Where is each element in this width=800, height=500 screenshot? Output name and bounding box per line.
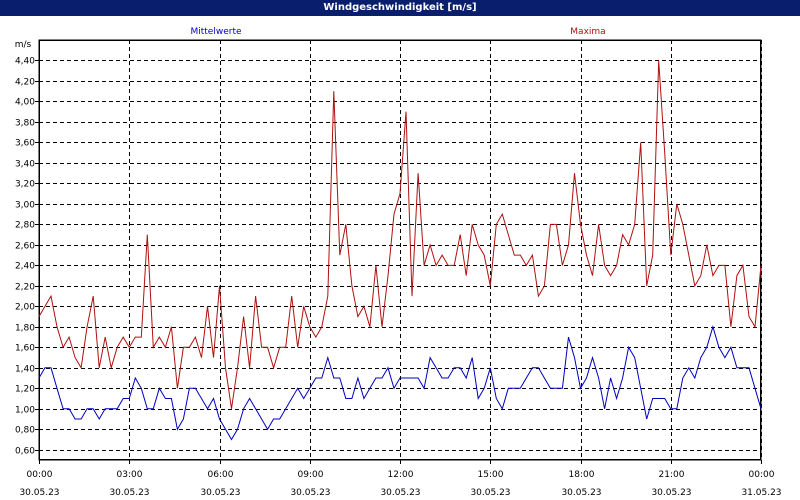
y-tick-label: 1,20 xyxy=(15,385,35,395)
x-tick-date-label: 31.05.23 xyxy=(741,488,781,498)
chart-area: 0,60 0,80 1,00 1,20 1,40 1,60 1,80 2,00 2,20 2,40… xyxy=(15,27,782,498)
y-tick-label: 1,00 xyxy=(15,406,35,416)
x-tick-time-label: 06:00 xyxy=(208,470,234,480)
y-tick-label: 2,40 xyxy=(15,262,35,272)
y-tick-label: 1,40 xyxy=(15,365,35,375)
y-tick-label: 2,80 xyxy=(15,221,35,231)
x-tick-time-label: 00:00 xyxy=(27,470,53,480)
x-tick-date-label: 30.05.23 xyxy=(200,488,240,498)
y-tick-label: 3,60 xyxy=(15,139,35,149)
y-axis-label: m/s xyxy=(15,40,32,50)
y-tick-label: 4,40 xyxy=(15,57,35,67)
x-tick-date-label: 30.05.23 xyxy=(109,488,149,498)
x-tick-date-label: 30.05.23 xyxy=(380,488,420,498)
y-tick-label: 2,20 xyxy=(15,283,35,293)
x-tick-time-label: 12:00 xyxy=(388,470,414,480)
y-tick-label: 2,60 xyxy=(15,242,35,252)
x-tick-time-label: 00:00 xyxy=(749,470,775,480)
y-tick-label: 2,00 xyxy=(15,303,35,313)
x-tick-date-label: 30.05.23 xyxy=(19,488,59,498)
y-tick-label: 4,00 xyxy=(15,98,35,108)
y-tick-label: 3,00 xyxy=(15,201,35,211)
x-tick-date-label: 30.05.23 xyxy=(470,488,510,498)
plot-border xyxy=(39,40,761,460)
y-tick-label: 0,60 xyxy=(15,447,35,457)
y-tick-label: 3,80 xyxy=(15,119,35,129)
x-tick-time-label: 21:00 xyxy=(659,470,685,480)
legend-label: Maxima xyxy=(570,27,605,37)
x-tick-date-label: 30.05.23 xyxy=(290,488,330,498)
series-line xyxy=(38,60,762,409)
y-tick-label: 3,40 xyxy=(15,160,35,170)
x-tick-date-label: 30.05.23 xyxy=(651,488,691,498)
title-bar: Windgeschwindigkeit [m/s] xyxy=(0,0,800,16)
y-tick-label: 0,80 xyxy=(15,426,35,436)
chart-title: Windgeschwindigkeit [m/s] xyxy=(323,2,477,13)
series-line xyxy=(38,325,762,441)
x-tick-date-label: 30.05.23 xyxy=(561,488,601,498)
legend-label: Mittelwerte xyxy=(190,27,241,37)
y-tick-label: 1,60 xyxy=(15,344,35,354)
x-tick-time-label: 18:00 xyxy=(569,470,595,480)
y-tick-label: 4,20 xyxy=(15,78,35,88)
x-tick-time-label: 03:00 xyxy=(117,470,143,480)
y-tick-label: 3,20 xyxy=(15,180,35,190)
x-tick-time-label: 15:00 xyxy=(478,470,504,480)
x-tick-time-label: 09:00 xyxy=(298,470,324,480)
y-tick-label: 1,80 xyxy=(15,324,35,334)
